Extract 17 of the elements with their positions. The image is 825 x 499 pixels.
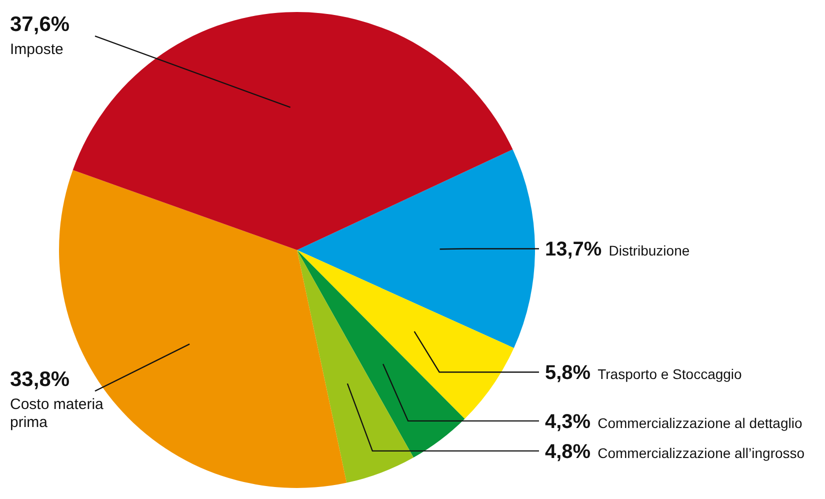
data-label: 4,3%	[545, 410, 591, 433]
slice-label: Commercializzazione all’ingrosso	[598, 444, 805, 461]
pie-slice	[297, 149, 535, 348]
data-label: 5,8%	[545, 362, 591, 384]
slice-label: Commercializzazione al dettaglio	[598, 414, 802, 431]
pie-slice	[297, 250, 514, 419]
slice-label: Trasporto e Stoccaggio	[598, 366, 742, 382]
pie-slice	[297, 250, 465, 458]
data-label: 37,6%	[10, 13, 70, 36]
pie-slice	[72, 12, 513, 250]
slice-label: Imposte	[10, 41, 64, 58]
data-label: 4,8%	[545, 440, 591, 463]
data-label: 33,8%	[10, 368, 70, 392]
slice-label: Distribuzione	[608, 242, 690, 259]
slice-label: Costo materia prima	[10, 396, 104, 432]
pie-slice	[297, 250, 414, 483]
data-label: 13,7%	[545, 238, 602, 261]
